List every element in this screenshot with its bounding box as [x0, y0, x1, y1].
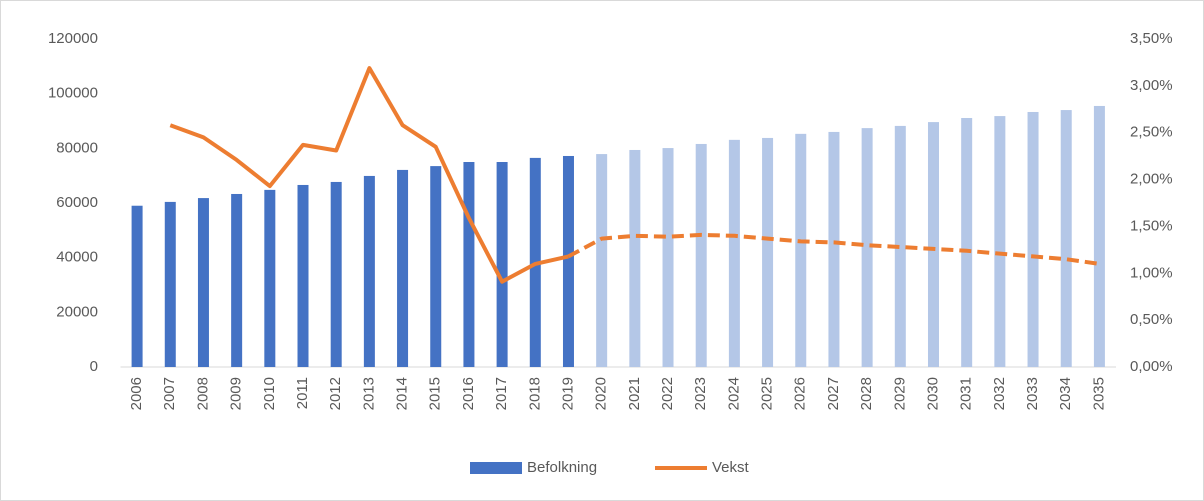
y2-tick-label: 1,50% [1130, 217, 1173, 234]
y2-tick-label: 3,00% [1130, 77, 1173, 94]
x-tick-label: 2021 [626, 377, 643, 410]
x-tick-label: 2010 [261, 377, 278, 410]
legend-swatch [470, 462, 522, 474]
line [169, 66, 569, 284]
bar [397, 169, 409, 367]
bar [828, 131, 840, 367]
y-tick-label: 100000 [48, 85, 98, 102]
bar [430, 166, 442, 367]
y2-tick-label: 0,00% [1130, 358, 1173, 375]
y-tick-label: 40000 [56, 249, 98, 266]
x-tick-label: 2017 [493, 377, 510, 410]
bar [596, 154, 608, 367]
y-tick-label: 80000 [56, 139, 98, 156]
legend-label: Befolkning [527, 459, 597, 476]
x-tick-label: 2024 [725, 377, 742, 410]
x-tick-label: 2034 [1057, 377, 1074, 410]
bar [363, 175, 375, 367]
y2-tick-label: 2,00% [1130, 171, 1173, 188]
bar [927, 122, 939, 368]
bar [463, 162, 475, 367]
x-tick-label: 2006 [128, 377, 145, 410]
bar [795, 133, 807, 367]
x-tick-label: 2025 [759, 377, 776, 410]
x-tick-label: 2028 [858, 377, 875, 410]
bar [662, 148, 674, 367]
x-tick-label: 2035 [1090, 377, 1107, 410]
bar [1027, 111, 1039, 367]
y2-tick-label: 3,50% [1130, 30, 1173, 47]
x-tick-label: 2020 [593, 377, 610, 410]
x-tick-label: 2012 [327, 377, 344, 410]
y-tick-label: 0 [90, 358, 98, 375]
x-tick-label: 2011 [294, 377, 311, 409]
x-tick-label: 2031 [958, 377, 975, 410]
bar [728, 139, 740, 367]
bar [894, 125, 906, 367]
bar [197, 198, 209, 367]
bar [961, 117, 973, 367]
y-tick-label: 120000 [48, 30, 98, 47]
bar [562, 155, 574, 367]
bar [762, 137, 774, 367]
bar [861, 128, 873, 367]
line [567, 232, 1100, 266]
x-tick-label: 2015 [427, 377, 444, 410]
bar [1060, 110, 1072, 368]
x-tick-label: 2018 [526, 377, 543, 410]
bar [629, 149, 641, 367]
x-tick-label: 2030 [924, 377, 941, 410]
x-tick-label: 2027 [825, 377, 842, 410]
x-tick-label: 2022 [659, 377, 676, 410]
y-tick-label: 20000 [56, 303, 98, 320]
bar [231, 193, 243, 367]
y2-tick-label: 0,50% [1130, 311, 1173, 328]
x-tick-label: 2016 [460, 377, 477, 410]
y2-tick-label: 1,00% [1130, 264, 1173, 281]
x-tick-label: 2008 [194, 377, 211, 410]
y2-tick-label: 2,50% [1130, 124, 1173, 141]
x-tick-label: 2032 [991, 377, 1008, 410]
bar [131, 205, 143, 367]
x-tick-label: 2013 [360, 377, 377, 410]
bar [264, 189, 276, 367]
x-tick-label: 2009 [228, 377, 245, 410]
y-tick-label: 60000 [56, 194, 98, 211]
bar [695, 143, 707, 367]
legend-label: Vekst [712, 459, 750, 476]
x-tick-label: 2023 [692, 377, 709, 410]
bar [994, 116, 1006, 367]
x-tick-label: 2026 [792, 377, 809, 410]
x-tick-label: 2007 [161, 377, 178, 410]
bar [164, 201, 176, 367]
x-tick-label: 2014 [394, 377, 411, 410]
x-tick-label: 2029 [891, 377, 908, 410]
bar [297, 184, 309, 367]
bar [330, 181, 342, 367]
x-tick-label: 2019 [559, 377, 576, 410]
bar [496, 162, 508, 367]
bar [1093, 105, 1105, 367]
x-tick-label: 2033 [1024, 377, 1041, 410]
